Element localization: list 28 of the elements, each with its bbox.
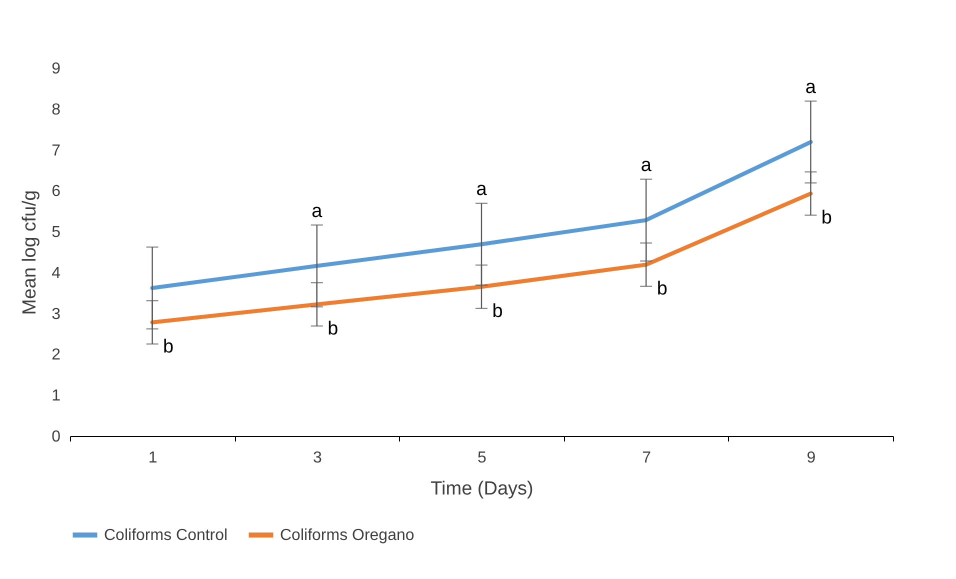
y-tick-label: 2 xyxy=(52,346,61,364)
annotation: a xyxy=(476,179,488,200)
legend-label: Coliforms Oregano xyxy=(280,527,414,544)
legend-label: Coliforms Control xyxy=(104,527,228,544)
x-tick-label: 1 xyxy=(148,450,158,466)
y-axis-title: Mean log cfu/g xyxy=(20,190,41,315)
annotation: b xyxy=(163,336,174,358)
x-tick-label: 5 xyxy=(478,450,487,466)
annotation: b xyxy=(328,318,338,340)
y-tick-label: 1 xyxy=(52,388,61,405)
x-axis-title: Time (Days) xyxy=(430,478,534,500)
y-tick-label: 3 xyxy=(52,306,61,323)
y-tick-label: 7 xyxy=(52,142,61,160)
annotation: a xyxy=(805,77,816,98)
y-tick-label: 5 xyxy=(52,224,61,242)
y-tick-label: 9 xyxy=(52,60,61,78)
annotation: a xyxy=(312,200,323,222)
annotation: b xyxy=(821,208,832,229)
annotation: b xyxy=(656,278,668,300)
y-tick-label: 8 xyxy=(52,101,61,118)
x-tick-label: 7 xyxy=(642,450,652,466)
x-tick-label: 9 xyxy=(806,450,816,466)
annotation: a xyxy=(640,155,652,176)
y-tick-label: 6 xyxy=(52,183,61,200)
x-tick-label: 3 xyxy=(312,450,322,466)
annotation: b xyxy=(492,300,503,322)
y-tick-label: 4 xyxy=(52,264,61,282)
y-tick-label: 0 xyxy=(52,428,61,446)
